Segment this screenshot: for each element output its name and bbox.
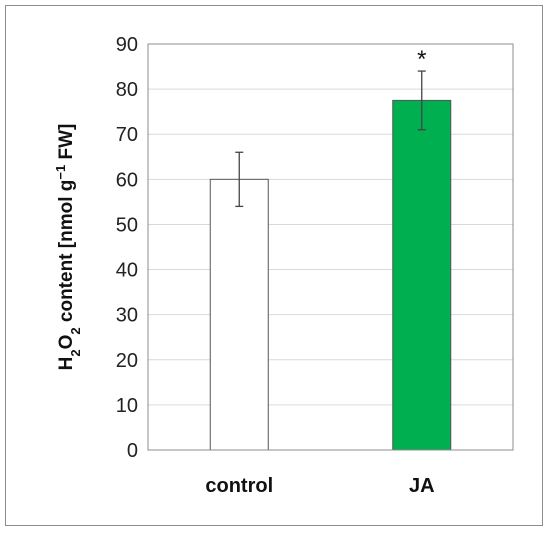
error-bars (235, 70, 426, 208)
y-tick-label: 40 (116, 260, 138, 282)
y-tick-label: 50 (116, 214, 138, 236)
y-tick-label: 70 (116, 124, 138, 146)
y-axis-label-part: O (56, 335, 77, 350)
y-axis-label-sup: −1 (53, 165, 68, 180)
x-category-label: control (205, 475, 273, 497)
y-tick-label: 60 (116, 169, 138, 191)
annotations: * (417, 46, 426, 73)
bar (209, 178, 269, 451)
y-axis-label-sub: 2 (68, 349, 83, 356)
plot-area-border (147, 43, 514, 451)
x-category-labels: control JA (205, 475, 434, 497)
bar (392, 99, 452, 451)
y-tick-label: 20 (116, 350, 138, 372)
y-tick-label: 10 (116, 395, 138, 417)
y-axis-label-sub: 2 (68, 327, 83, 334)
y-axis-label: H2O2 content [nmol g−1 FW] (53, 124, 83, 371)
y-axis-label-part: content [nmol g (56, 180, 77, 328)
y-tick-label: 0 (127, 440, 138, 462)
gridlines (148, 43, 513, 451)
y-tick-label: 30 (116, 305, 138, 327)
chart-frame (5, 5, 543, 526)
x-category-label: JA (409, 475, 435, 497)
y-axis-label-part: H (56, 357, 77, 371)
bars (209, 99, 452, 451)
y-tick-label: 90 (116, 34, 138, 56)
y-tick-labels: 0 10 20 30 40 50 60 70 80 90 (116, 34, 138, 462)
significance-marker: * (417, 46, 426, 73)
y-axis-label-part: FW] (56, 124, 77, 165)
y-tick-label: 80 (116, 79, 138, 101)
